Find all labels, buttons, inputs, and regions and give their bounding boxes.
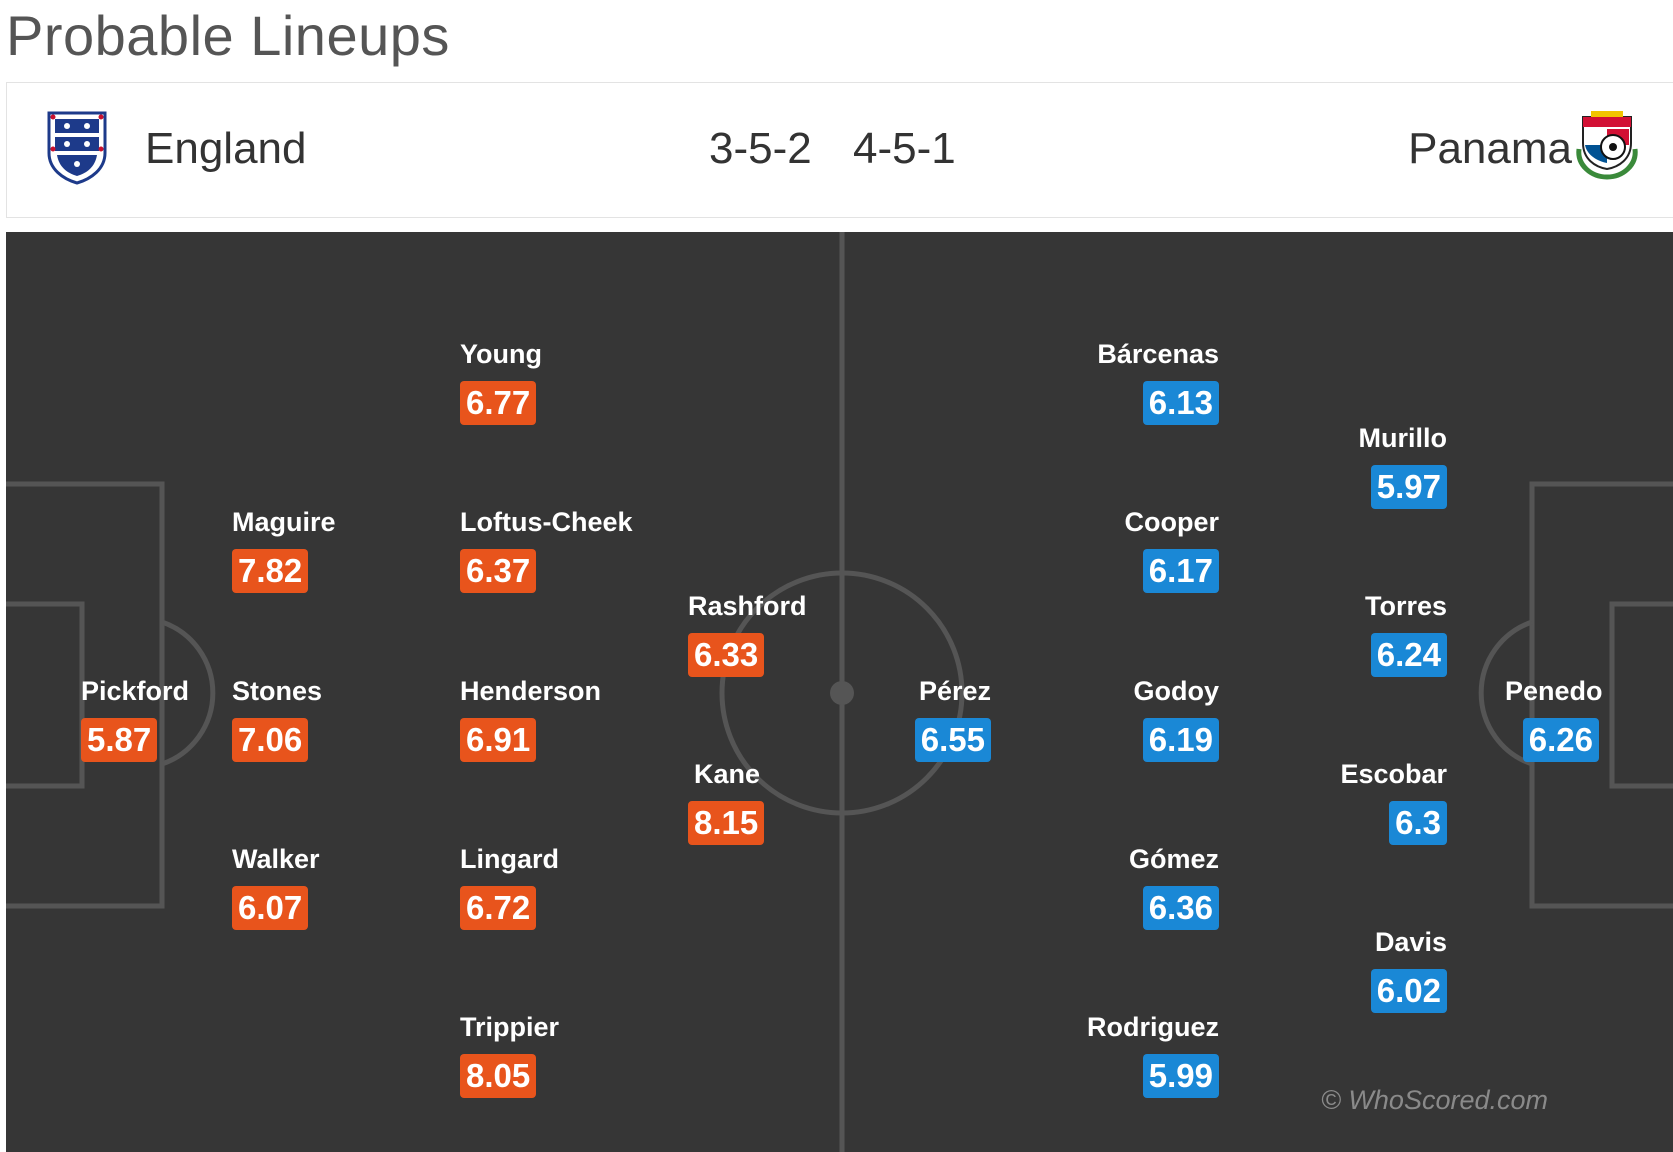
home-formation: 3-5-2 [709, 124, 812, 173]
player-rating: 8.05 [460, 1054, 537, 1098]
player-rating: 6.91 [460, 718, 537, 762]
player-name: Murillo [1358, 423, 1448, 453]
player-rating: 6.37 [460, 549, 537, 593]
player-name: Penedo [1505, 676, 1603, 706]
player-rating: 6.02 [1370, 969, 1447, 1013]
england-crest-icon [47, 111, 107, 185]
page-title: Probable Lineups [6, 4, 450, 67]
player-name: Rashford [688, 591, 807, 621]
player-name: Davis [1374, 927, 1447, 957]
player-name: Young [460, 339, 542, 369]
player-rating: 6.72 [460, 886, 537, 930]
player-name: Stones [232, 676, 323, 706]
away-formation: 4-5-1 [853, 124, 956, 173]
player-name: Henderson [460, 676, 602, 706]
player-name: Trippier [460, 1012, 560, 1042]
player-rating: 6.33 [688, 633, 765, 677]
player-name: Gómez [1128, 844, 1219, 874]
player-rating: 6.3 [1389, 801, 1447, 845]
whoscored-watermark: © WhoScored.com [1321, 1085, 1548, 1115]
panama-crest-icon [1576, 111, 1638, 180]
player-name: Loftus-Cheek [460, 507, 633, 537]
player-name: Lingard [460, 844, 559, 874]
player-name: Maguire [232, 507, 336, 537]
player-rating: 6.55 [914, 718, 991, 762]
player-name: Bárcenas [1097, 339, 1219, 369]
player-rating: 6.77 [460, 381, 537, 425]
player-rating: 6.13 [1142, 381, 1219, 425]
player-rating: 8.15 [688, 801, 765, 845]
player-name: Rodriguez [1087, 1012, 1219, 1042]
pitch-markings [6, 232, 1673, 1152]
player-rating: 6.36 [1142, 886, 1219, 930]
pitch: Pickford 5.87 Maguire 7.82 Stones 7.06 W… [6, 232, 1673, 1152]
player-name: Escobar [1340, 759, 1447, 789]
away-team-name[interactable]: Panama [1408, 124, 1572, 173]
home-team-name[interactable]: England [145, 124, 307, 173]
player-rating: 5.99 [1142, 1054, 1219, 1098]
player-rating: 6.26 [1522, 718, 1599, 762]
player-rating: 7.06 [232, 718, 309, 762]
player-rating: 6.24 [1370, 633, 1447, 677]
player-name: Cooper [1124, 507, 1220, 537]
player-name: Kane [694, 759, 761, 789]
player-rating: 5.97 [1370, 465, 1447, 509]
player-name: Pérez [918, 676, 991, 706]
player-rating: 6.17 [1142, 549, 1219, 593]
teams-header: England 3-5-2 4-5-1 Panama [6, 82, 1673, 218]
player-name: Pickford [81, 676, 190, 706]
player-name: Godoy [1133, 676, 1220, 706]
player-name: Walker [232, 844, 320, 874]
player-rating: 6.19 [1142, 718, 1219, 762]
player-rating: 5.87 [81, 718, 158, 762]
player-name: Torres [1364, 591, 1447, 621]
player-rating: 7.82 [232, 549, 309, 593]
player-rating: 6.07 [232, 886, 309, 930]
